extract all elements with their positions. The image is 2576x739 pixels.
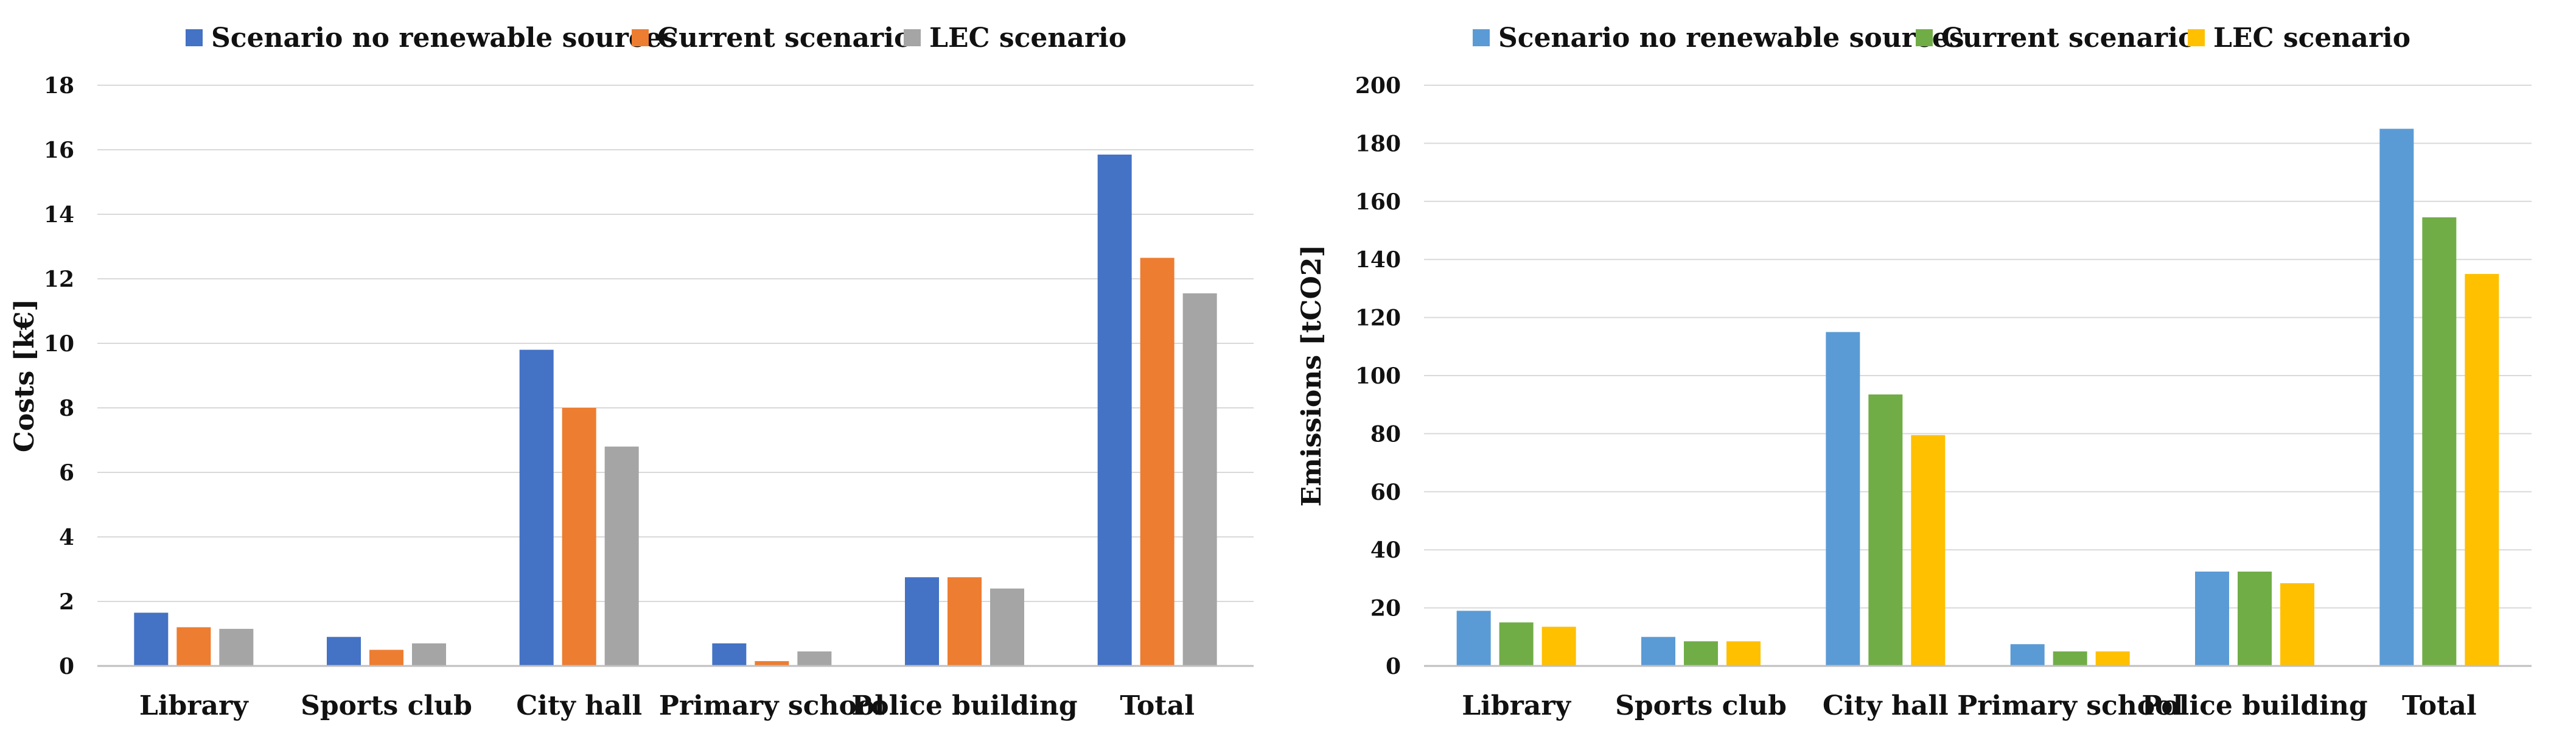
bar-scenario-no-renewable-sources-police-building — [905, 577, 939, 666]
x-category-label: Library — [139, 690, 249, 721]
y-tick-label: 18 — [44, 73, 74, 99]
bar-scenario-no-renewable-sources-primary-school — [712, 643, 747, 666]
legend-label: LEC scenario — [929, 23, 1126, 54]
y-tick-label: 6 — [59, 460, 74, 486]
y-tick-label: 200 — [1355, 73, 1401, 99]
y-axis-title: Emissions [tCO2] — [1296, 245, 1327, 506]
bar-current-scenario-library — [1499, 622, 1534, 666]
x-category-label: Total — [2402, 690, 2477, 721]
y-tick-label: 120 — [1355, 306, 1401, 331]
emissions-chart: 0 20 40 60 80 100 120 140 160 180 200 Library Sports… — [1296, 23, 2532, 721]
bar-current-scenario-police-building — [948, 577, 982, 666]
legend-label: LEC scenario — [2213, 23, 2410, 54]
bar-current-scenario-city-hall — [1868, 394, 1903, 666]
legend-swatch — [186, 29, 203, 46]
x-category-label: Total — [1120, 690, 1195, 721]
bar-current-scenario-police-building — [2238, 571, 2272, 666]
y-tick-label: 14 — [44, 202, 74, 228]
y-tick-label: 60 — [1370, 480, 1401, 505]
y-tick-label: 0 — [59, 654, 74, 679]
y-tick-label: 2 — [59, 589, 74, 615]
y-tick-label: 4 — [59, 525, 74, 550]
y-tick-label: 180 — [1355, 131, 1401, 156]
legend-swatch — [904, 29, 921, 46]
x-category-label: Sports club — [301, 690, 472, 721]
legend-label: Current scenario — [1941, 23, 2196, 54]
bar-lec-scenario-city-hall — [1911, 435, 1946, 666]
x-category-label: Library — [1462, 690, 1571, 721]
bar-lec-scenario-library — [1541, 626, 1576, 666]
y-tick-label: 160 — [1355, 189, 1401, 215]
bar-current-scenario-city-hall — [562, 408, 596, 666]
y-tick-label: 12 — [44, 267, 74, 292]
legend-swatch — [1473, 29, 1490, 46]
costs-chart: 0 2 4 6 8 10 12 14 16 18 Library Sports club City ha… — [9, 23, 1254, 721]
bar-current-scenario-primary-school — [755, 661, 789, 666]
legend-label: Current scenario — [657, 23, 912, 54]
legend-swatch — [632, 29, 649, 46]
y-tick-label: 100 — [1355, 363, 1401, 389]
y-tick-label: 140 — [1355, 247, 1401, 273]
x-category-label: Police building — [851, 690, 1077, 721]
bar-current-scenario-total — [1140, 257, 1175, 666]
y-tick-label: 40 — [1370, 538, 1401, 563]
bar-scenario-no-renewable-sources-sports-club — [1641, 637, 1675, 666]
y-tick-label: 0 — [1386, 654, 1401, 679]
bar-scenario-no-renewable-sources-total — [2379, 128, 2414, 667]
bar-lec-scenario-total — [2465, 274, 2499, 666]
x-category-label: Primary school — [659, 690, 885, 721]
bar-lec-scenario-police-building — [2280, 583, 2314, 666]
bar-lec-scenario-primary-school — [2095, 651, 2130, 666]
bar-lec-scenario-sports-club — [1726, 641, 1761, 666]
bar-current-scenario-total — [2422, 217, 2457, 666]
bar-current-scenario-sports-club — [369, 650, 403, 666]
legend-label: Scenario no renewable sources — [1498, 23, 1964, 54]
bar-scenario-no-renewable-sources-total — [1097, 154, 1132, 666]
bar-current-scenario-sports-club — [1684, 641, 1718, 666]
bar-current-scenario-primary-school — [2053, 651, 2087, 666]
x-category-label: Primary school — [1957, 690, 2183, 721]
y-tick-label: 10 — [44, 331, 74, 357]
bar-lec-scenario-city-hall — [604, 446, 639, 666]
bar-scenario-no-renewable-sources-library — [1456, 611, 1491, 666]
y-tick-label: 80 — [1370, 421, 1401, 447]
x-category-label: Sports club — [1615, 690, 1787, 721]
y-axis-title: Costs [k€] — [9, 299, 40, 452]
y-tick-label: 16 — [44, 138, 74, 163]
x-category-label: City hall — [516, 690, 642, 721]
legend-label: Scenario no renewable sources — [211, 23, 677, 54]
bar-lec-scenario-police-building — [990, 588, 1024, 666]
x-category-label: Police building — [2141, 690, 2367, 721]
bar-lec-scenario-sports-club — [412, 643, 446, 666]
x-category-label: City hall — [1823, 690, 1949, 721]
bar-lec-scenario-library — [219, 629, 254, 666]
bar-scenario-no-renewable-sources-sports-club — [327, 637, 361, 666]
bar-scenario-no-renewable-sources-library — [134, 612, 169, 666]
bar-scenario-no-renewable-sources-city-hall — [1826, 332, 1860, 666]
legend-swatch — [2188, 29, 2205, 46]
bar-scenario-no-renewable-sources-primary-school — [2010, 644, 2045, 666]
bar-scenario-no-renewable-sources-police-building — [2195, 571, 2229, 666]
bar-lec-scenario-primary-school — [797, 651, 832, 666]
bar-current-scenario-library — [176, 627, 211, 666]
y-tick-label: 8 — [59, 396, 74, 421]
y-tick-label: 20 — [1370, 596, 1401, 622]
legend-swatch — [1916, 29, 1933, 46]
bar-lec-scenario-total — [1182, 293, 1217, 667]
bar-scenario-no-renewable-sources-city-hall — [519, 349, 554, 666]
